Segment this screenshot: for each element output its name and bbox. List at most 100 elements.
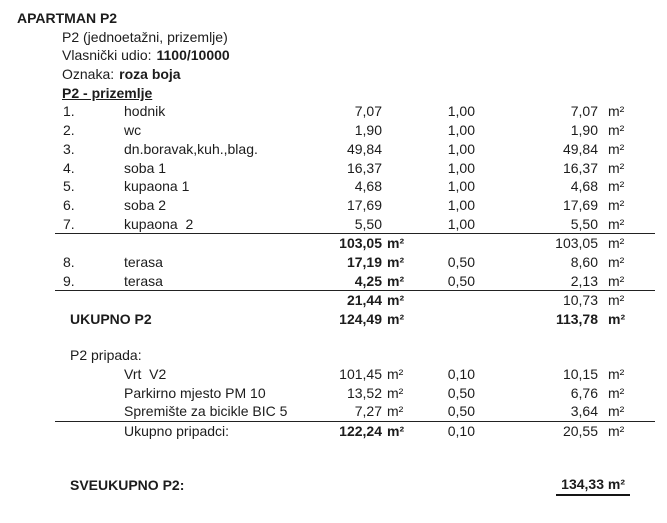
room-result: 49,84 <box>562 140 598 157</box>
grand-total-row: SVEUKUPNO P2: 134,33 m² <box>70 476 630 497</box>
table-row-interior-subtotal: 103,05 m² 103,05 m² <box>55 234 655 253</box>
appurtenance-area: 101,45 <box>339 365 382 382</box>
subtotal-area-unit: m² <box>387 292 405 309</box>
subtotal-area: 21,44 <box>346 292 382 309</box>
table-row-room-4: 4. soba 1 16,37 1,00 16,37 m² <box>55 159 655 178</box>
table-row-terrace-subtotal: 21,44 m² 10,73 m² <box>55 291 655 310</box>
total-area-unit: m² <box>387 311 405 327</box>
appurtenance-name: Spremište za bicikle BIC 5 <box>124 403 288 420</box>
ownership-value: 1100/10000 <box>156 47 230 64</box>
appurtenance-name: Vrt V2 <box>124 365 167 382</box>
row-number: 1. <box>63 103 75 120</box>
appurtenances-heading: P2 pripada: <box>70 347 142 364</box>
appurtenance-area: 13,52 <box>346 384 382 401</box>
table-row-room-5: 5. kupaona 1 4,68 1,00 4,68 m² <box>55 177 655 196</box>
room-name: dn.boravak,kuh.,blag. <box>124 140 258 157</box>
appurtenance-factor: 0,10 <box>447 365 475 382</box>
room-area: 17,69 <box>346 196 382 213</box>
appurtenance-factor: 0,50 <box>447 403 475 420</box>
table-row-appurtenance-garden: Vrt V2 101,45 m² 0,10 10,15 m² <box>55 365 655 384</box>
mark-label: Oznaka: <box>62 66 115 83</box>
room-factor: 0,50 <box>447 253 475 270</box>
room-unit: m² <box>608 140 625 157</box>
room-result: 8,60 <box>570 253 598 270</box>
room-factor: 1,00 <box>447 122 475 139</box>
ownership-label: Vlasnički udio: <box>62 47 152 64</box>
room-name: terasa <box>124 272 163 289</box>
subtotal-area-unit: m² <box>387 235 405 252</box>
room-unit: m² <box>608 122 625 139</box>
room-unit: m² <box>608 253 625 270</box>
appurtenance-area-unit: m² <box>387 365 404 382</box>
table-row-appurtenances-total: Ukupno pripadci: 122,24 m² 0,10 20,55 m² <box>55 422 655 441</box>
room-result: 17,69 <box>562 196 598 213</box>
room-name: kupaona 2 <box>124 215 194 232</box>
appurtenance-factor: 0,50 <box>447 384 475 401</box>
appurtenance-result: 3,64 <box>570 403 598 420</box>
room-factor: 1,00 <box>447 196 475 213</box>
total-area: 124,49 <box>339 311 382 327</box>
grand-total-label: SVEUKUPNO P2: <box>70 477 185 494</box>
row-number: 2. <box>63 122 75 139</box>
table-row-room-1: 1. hodnik 7,07 1,00 7,07 m² <box>55 102 655 121</box>
mark-value: roza boja <box>119 66 181 83</box>
room-unit: m² <box>608 159 625 176</box>
mark-line: Oznaka: roza boja <box>62 65 667 84</box>
section-heading: P2 - prizemlje <box>62 84 153 101</box>
subtotal-result: 10,73 <box>562 292 598 309</box>
room-factor: 1,00 <box>447 103 475 120</box>
appurtenance-result: 10,15 <box>562 365 598 382</box>
room-area-unit <box>382 102 412 121</box>
room-area-unit <box>382 196 412 215</box>
room-factor: 1,00 <box>447 178 475 195</box>
room-result: 16,37 <box>562 159 598 176</box>
table-row-room-6: 6. soba 2 17,69 1,00 17,69 m² <box>55 196 655 215</box>
room-unit: m² <box>608 215 625 232</box>
row-number: 4. <box>63 159 75 176</box>
ownership-line: Vlasnički udio: 1100/10000 <box>62 46 667 65</box>
room-name: soba 2 <box>124 196 167 213</box>
appurtenances-total-area: 122,24 <box>339 423 382 440</box>
subtotal-unit: m² <box>608 235 625 252</box>
room-name: wc <box>124 122 142 139</box>
appurtenances-total-area-unit: m² <box>387 423 405 440</box>
room-factor: 1,00 <box>447 215 475 232</box>
room-name: terasa <box>124 253 163 270</box>
row-number: 3. <box>63 140 75 157</box>
appurtenance-area-unit: m² <box>387 403 404 420</box>
room-name: hodnik <box>124 103 166 120</box>
room-area-unit <box>382 215 412 234</box>
row-number: 7. <box>63 215 75 232</box>
appurtenance-result: 6,76 <box>570 384 598 401</box>
appurtenances-total-result: 20,55 <box>562 423 598 440</box>
room-area: 7,07 <box>354 103 382 120</box>
appurtenances-total-factor: 0,10 <box>447 423 475 440</box>
room-area-unit <box>382 121 412 140</box>
table-row-appurtenance-bike-storage: Spremište za bicikle BIC 5 7,27 m² 0,50 … <box>55 402 655 423</box>
appurtenance-area-unit: m² <box>387 384 404 401</box>
grand-total-value: 134,33 m² <box>556 476 630 497</box>
spacer <box>0 441 667 476</box>
apartment-subtitle: P2 (jednoetažni, prizemlje) <box>62 28 228 45</box>
room-result: 1,90 <box>570 122 598 139</box>
room-unit: m² <box>608 103 625 120</box>
table-row-room-7: 7. kupaona 2 5,50 1,00 5,50 m² <box>55 215 655 235</box>
room-unit: m² <box>608 272 625 289</box>
table-row-room-3: 3. dn.boravak,kuh.,blag. 49,84 1,00 49,8… <box>55 140 655 159</box>
table-row-terrace-9: 9. terasa 4,25 m² 0,50 2,13 m² <box>55 272 655 292</box>
room-area: 4,25 <box>354 272 382 289</box>
room-factor: 0,50 <box>447 272 475 289</box>
appurtenances-total-unit: m² <box>608 423 625 440</box>
appurtenance-area: 7,27 <box>354 403 382 420</box>
row-number: 5. <box>63 178 75 195</box>
subtotal-area: 103,05 <box>339 235 382 252</box>
room-unit: m² <box>608 196 625 213</box>
room-area-unit <box>382 177 412 196</box>
room-area: 17,19 <box>346 253 382 270</box>
table-row-appurtenance-parking: Parkirno mjesto PM 10 13,52 m² 0,50 6,76… <box>55 384 655 403</box>
room-area: 5,50 <box>354 215 382 232</box>
room-area: 49,84 <box>346 140 382 157</box>
row-number: 8. <box>63 253 75 270</box>
page-title: APARTMAN P2 <box>17 10 118 26</box>
